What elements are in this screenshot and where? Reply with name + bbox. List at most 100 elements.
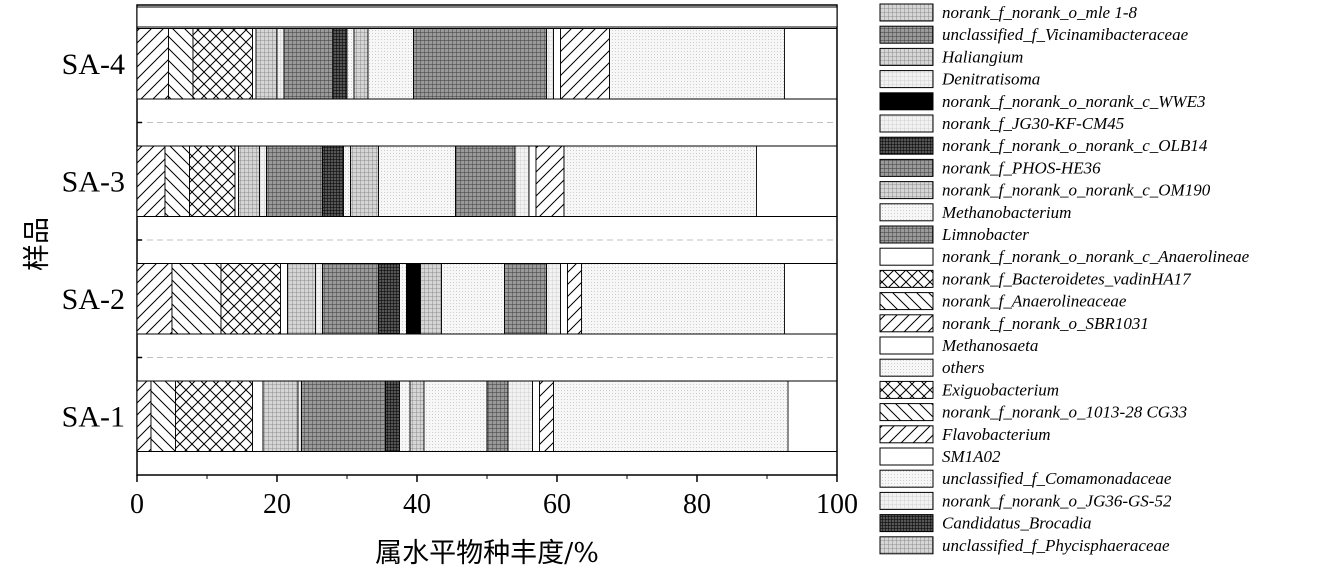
legend-label: norank_f_norank_o_mle 1-8 bbox=[942, 3, 1138, 22]
legend-label: Flavobacterium bbox=[941, 425, 1051, 444]
legend-swatch bbox=[879, 269, 934, 288]
bar-segment-sa-1-16 bbox=[553, 380, 789, 452]
x-tick-label: 40 bbox=[403, 489, 431, 520]
legend-swatch bbox=[879, 358, 934, 377]
bar-segment-sa-4-4 bbox=[255, 28, 278, 100]
bar-segment-sa-3-15 bbox=[535, 145, 565, 217]
bar-segment-sa-4-2 bbox=[192, 28, 253, 100]
legend-label: Methanosaeta bbox=[941, 336, 1038, 355]
bar-segment-sa-2-15 bbox=[567, 263, 582, 335]
bar-segment-sa-4-13 bbox=[546, 28, 554, 100]
bar-segment-sa-1-5 bbox=[297, 380, 302, 452]
x-tick-label: 100 bbox=[816, 489, 858, 520]
bar-segment-sa-3-10 bbox=[350, 145, 379, 217]
top-strip bbox=[136, 6, 838, 28]
bar-segment-sa-2-3 bbox=[280, 263, 288, 335]
bar-segment-sa-3-13 bbox=[514, 145, 530, 217]
legend-label: unclassified_f_Comamonadaceae bbox=[942, 469, 1172, 488]
legend-label: norank_f_norank_o_norank_c_WWE3 bbox=[942, 92, 1205, 111]
x-axis: 0 20 40 60 80 100 bbox=[130, 475, 858, 520]
legend-label: norank_f_norank_o_1013-28 CG33 bbox=[942, 403, 1187, 422]
y-axis-title: 样品 bbox=[22, 217, 53, 271]
legend-swatch bbox=[879, 114, 934, 133]
category-label-sa-2: SA-2 bbox=[62, 283, 125, 316]
legend-swatch bbox=[879, 181, 934, 200]
legend-swatch bbox=[879, 514, 934, 533]
legend-label: norank_f_PHOS-HE36 bbox=[942, 158, 1101, 177]
bar-segment-sa-2-16 bbox=[581, 263, 785, 335]
bar-segment-sa-3-5 bbox=[259, 145, 267, 217]
bar-segment-sa-2-6 bbox=[322, 263, 379, 335]
legend-label: Candidatus_Brocadia bbox=[942, 514, 1092, 533]
bar-segment-sa-3-2 bbox=[189, 145, 236, 217]
bar-segment-sa-2-9 bbox=[406, 263, 421, 335]
bar-segment-sa-3-16 bbox=[563, 145, 757, 217]
legend-swatch bbox=[879, 158, 934, 177]
legend-label: unclassified_f_Vicinamibacteraceae bbox=[942, 25, 1189, 44]
legend-swatch bbox=[879, 491, 934, 510]
legend-label: Haliangium bbox=[941, 47, 1023, 66]
separator-lines bbox=[137, 122, 837, 358]
bar-segment-sa-1-3 bbox=[252, 380, 264, 452]
x-tick-label: 0 bbox=[130, 489, 144, 520]
bar-segment-sa-1-11 bbox=[423, 380, 488, 452]
x-tick-label: 60 bbox=[543, 489, 571, 520]
bar-segment-sa-4-0 bbox=[136, 28, 169, 100]
bar-segment-sa-4-11 bbox=[367, 28, 414, 100]
bar-segment-sa-3-1 bbox=[164, 145, 190, 217]
legend-swatch bbox=[879, 3, 934, 22]
bar-segment-sa-3-8 bbox=[343, 145, 351, 217]
bar-segment-sa-2-0 bbox=[136, 263, 173, 335]
bar-segment-sa-4-15 bbox=[560, 28, 610, 100]
legend-label: norank_f_JG30-KF-CM45 bbox=[942, 114, 1124, 133]
legend-swatch bbox=[879, 403, 934, 422]
legend-label: Denitratisoma bbox=[941, 70, 1040, 89]
bar-segment-sa-4-1 bbox=[168, 28, 194, 100]
bar-segment-sa-2-7 bbox=[378, 263, 400, 335]
legend-label: norank_f_norank_o_norank_c_OM190 bbox=[942, 181, 1211, 200]
legend-swatch bbox=[879, 47, 934, 66]
bar-segment-sa-1-8 bbox=[399, 380, 411, 452]
bar-segment-sa-4-5 bbox=[276, 28, 285, 100]
bar-segment-sa-4-12 bbox=[413, 28, 547, 100]
legend-swatch bbox=[879, 314, 934, 333]
bar-segment-sa-3-12 bbox=[455, 145, 516, 217]
bar-segment-sa-1-13 bbox=[507, 380, 533, 452]
bar-segment-sa-2-12 bbox=[504, 263, 547, 335]
legend-label: Limnobacter bbox=[941, 225, 1029, 244]
category-label-sa-1: SA-1 bbox=[62, 400, 125, 433]
bar-segment-sa-4-8 bbox=[346, 28, 355, 100]
y-axis: SA-1 SA-2 SA-3 SA-4 bbox=[62, 48, 142, 433]
legend-swatch bbox=[879, 292, 934, 311]
bar-segment-sa-2-13 bbox=[546, 263, 561, 335]
x-axis-title: 属水平物种丰度/% bbox=[375, 538, 599, 569]
legend: norank_f_norank_o_mle 1-8 unclassified_f_… bbox=[879, 3, 1250, 555]
legend-label: norank_f_norank_o_SBR1031 bbox=[942, 314, 1149, 333]
legend-label: norank_f_norank_o_norank_c_OLB14 bbox=[942, 136, 1208, 155]
bar-segment-sa-1-12 bbox=[486, 380, 509, 452]
bar-segment-sa-1-15 bbox=[539, 380, 554, 452]
bar-segment-sa-1-7 bbox=[385, 380, 400, 452]
category-label-sa-3: SA-3 bbox=[62, 165, 125, 198]
bar-outline-sa-2 bbox=[136, 263, 838, 335]
bar-segment-sa-4-3 bbox=[252, 28, 257, 100]
legend-swatch bbox=[879, 70, 934, 89]
bar-segment-sa-3-0 bbox=[136, 145, 166, 217]
category-label-sa-4: SA-4 bbox=[62, 48, 125, 81]
bar-outline-sa-4 bbox=[136, 28, 838, 100]
bar-segment-sa-2-11 bbox=[441, 263, 505, 335]
legend-label: norank_f_Anaerolineaceae bbox=[942, 292, 1127, 311]
bar-segment-sa-1-1 bbox=[150, 380, 176, 452]
bar-outline-sa-3 bbox=[136, 145, 838, 217]
bar-segment-sa-3-3 bbox=[234, 145, 239, 217]
legend-label: unclassified_f_Phycisphaeraceae bbox=[942, 536, 1170, 555]
bar-segment-sa-1-0 bbox=[136, 380, 152, 452]
legend-swatch bbox=[879, 25, 934, 44]
bar-segment-sa-1-2 bbox=[175, 380, 253, 452]
legend-label: SM1A02 bbox=[942, 447, 1001, 466]
legend-swatch bbox=[879, 536, 934, 555]
bar-segment-sa-2-10 bbox=[420, 263, 442, 335]
bar-segment-sa-2-5 bbox=[315, 263, 323, 335]
bar-segment-sa-4-6 bbox=[283, 28, 334, 100]
